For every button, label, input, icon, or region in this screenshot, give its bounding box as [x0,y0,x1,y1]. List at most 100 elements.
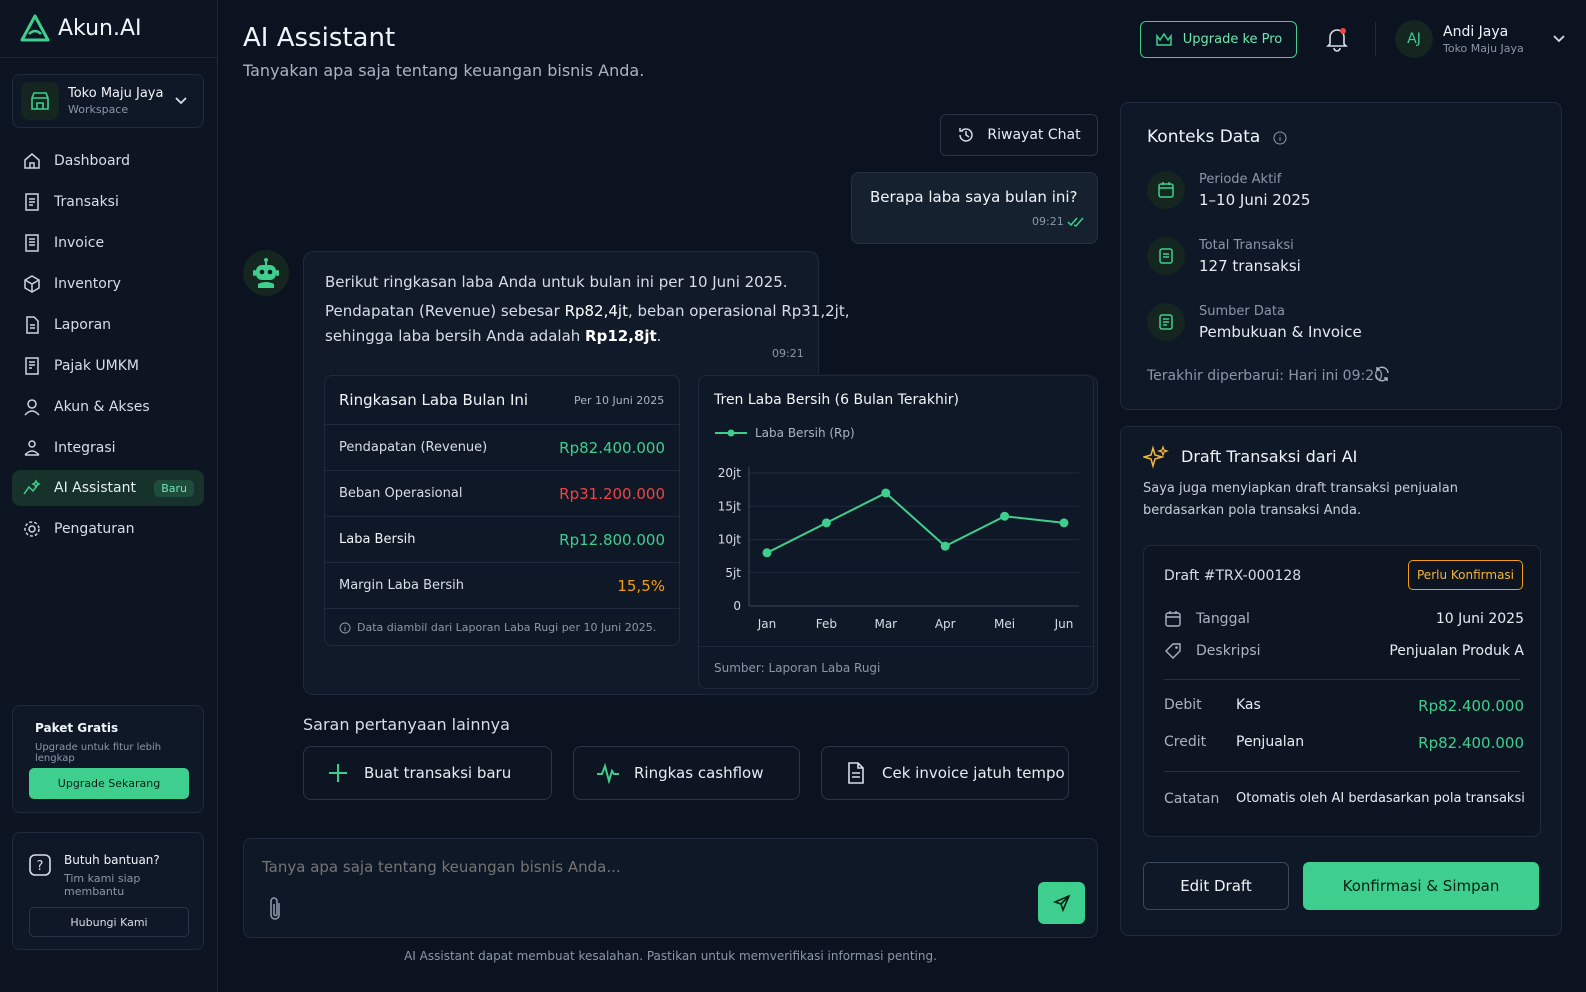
draft-desc-1: Saya juga menyiapkan draft transaksi pen… [1143,481,1458,496]
ai-message-time: 09:21 [772,347,804,360]
user-company: Toko Maju Jaya [1443,41,1524,55]
sidebar-item-invoice[interactable]: Invoice [12,225,204,261]
sidebar: Akun.AI Toko Maju Jaya Workspace Dashboa… [0,0,218,992]
chat-history-label: Riwayat Chat [987,127,1081,143]
info-icon[interactable] [1273,131,1287,145]
summary-note: Data diambil dari Laporan Laba Rugi per … [325,608,679,646]
divider [1164,771,1520,772]
debit-account: Kas [1236,697,1261,713]
sidebar-item-transaksi[interactable]: Transaksi [12,184,204,220]
summary-row-margin: Margin Laba Bersih 15,5% [325,562,679,608]
suggestion-due-invoice[interactable]: Cek invoice jatuh tempo [821,746,1069,800]
sidebar-item-laporan[interactable]: Laporan [12,307,204,343]
row-label: Margin Laba Bersih [339,578,464,593]
summary-row-expense: Beban Operasional Rp31.200.000 [325,470,679,516]
chevron-down-icon [1553,35,1565,43]
send-icon [1052,894,1071,912]
report-icon [26,316,39,334]
row-value: Rp31.200.000 [559,484,665,503]
divider [0,57,218,58]
x-tick-label: Jan [757,617,777,631]
sidebar-item-inventory[interactable]: Inventory [12,266,204,302]
receipt-icon [25,193,39,211]
data-point [1059,518,1069,528]
crown-icon [1155,32,1172,46]
receipt-icon [1147,237,1185,275]
data-point [762,548,772,558]
description-label: Deskripsi [1196,643,1261,659]
row-label: Laba Bersih [339,532,416,547]
x-tick-label: Mei [994,617,1015,631]
user-message-text: Berapa laba saya bulan ini? [870,188,1078,206]
sparkle-icon [1143,445,1169,469]
chat-input[interactable] [262,853,1012,881]
sidebar-item-label: Pajak UMKM [54,358,140,374]
x-tick-label: Apr [935,617,956,631]
suggestions-title: Saran pertanyaan lainnya [303,715,510,734]
y-tick-label: 15jt [718,499,742,513]
confirm-save-button[interactable]: Konfirmasi & Simpan [1303,862,1539,910]
suggestion-cashflow[interactable]: Ringkas cashflow [573,746,800,800]
workspace-switcher[interactable]: Toko Maju Jaya Workspace [12,74,204,128]
sidebar-item-dashboard[interactable]: Dashboard [12,143,204,179]
series-line [766,491,1065,554]
upgrade-pro-label: Upgrade ke Pro [1182,32,1283,47]
attachment-icon[interactable] [266,895,284,923]
context-period: Periode Aktif 1–10 Juni 2025 [1147,165,1310,215]
brand-logo[interactable]: Akun.AI [20,14,142,42]
sidebar-item-label: Dashboard [54,153,130,169]
user-menu[interactable]: AJ Andi Jaya Toko Maju Jaya [1395,18,1565,60]
new-badge: Baru [154,479,194,497]
invoice-icon [25,234,39,252]
svg-text:?: ? [37,859,44,874]
sidebar-item-pajak-umkm[interactable]: Pajak UMKM [12,348,204,384]
logo-icon [20,14,50,42]
sidebar-item-ai-assistant[interactable]: AI Assistant Baru [12,470,204,506]
bell-icon [1326,28,1348,52]
data-point [1000,511,1010,521]
sidebar-item-akun-akses[interactable]: Akun & Akses [12,389,204,425]
chat-history-button[interactable]: Riwayat Chat [940,114,1098,156]
draft-desc-2: berdasarkan pola transaksi Anda. [1143,503,1362,518]
y-tick-label: 10jt [718,533,742,547]
send-button[interactable] [1038,882,1085,924]
sidebar-item-integrasi[interactable]: Integrasi [12,430,204,466]
upgrade-now-button[interactable]: Upgrade Sekarang [29,768,189,799]
contact-us-button[interactable]: Hubungi Kami [29,907,189,937]
double-check-icon [1067,217,1084,227]
workspace-name: Toko Maju Jaya [68,86,164,101]
summary-note-text: Data diambil dari Laporan Laba Rugi per … [357,621,657,634]
help-subtitle: Tim kami siap membantu [64,872,141,898]
upgrade-pro-button[interactable]: Upgrade ke Pro [1140,21,1297,58]
brand-name: Akun.AI [58,15,142,41]
context-value: 1–10 Juni 2025 [1199,190,1311,209]
suggestion-new-transaction[interactable]: Buat transaksi baru [303,746,552,800]
x-tick-label: Mar [874,617,897,631]
page-subtitle: Tanyakan apa saja tentang keuangan bisni… [243,61,645,80]
sidebar-item-label: Transaksi [54,194,119,210]
summary-row-revenue: Pendapatan (Revenue) Rp82.400.000 [325,424,679,470]
ai-message-line-1: Berikut ringkasan laba Anda untuk bulan … [325,273,788,291]
debit-amount: Rp82.400.000 [1418,697,1524,715]
help-icon: ? [29,854,51,876]
notification-button[interactable] [1325,26,1349,52]
edit-draft-button[interactable]: Edit Draft [1143,862,1289,910]
trend-chart-card: Tren Laba Bersih (6 Bulan Terakhir) Laba… [698,375,1094,689]
note-label: Catatan [1164,791,1220,807]
note-value: Otomatis oleh AI berdasarkan pola transa… [1236,791,1525,806]
document-icon [848,762,864,784]
page-title: AI Assistant [243,23,396,53]
ai-draft-panel: Draft Transaksi dari AI Saya juga menyia… [1120,426,1562,936]
help-card: ? Butuh bantuan? Tim kami siap membantu … [12,832,204,950]
credit-label: Credit [1164,734,1207,750]
sidebar-item-label: Akun & Akses [54,399,150,415]
calendar-icon [1165,611,1181,627]
date-value: 10 Juni 2025 [1435,611,1524,627]
legend-marker [727,429,735,437]
profit-highlight: Rp12,8jt [585,327,657,345]
context-transactions: Total Transaksi 127 transaksi [1147,231,1301,281]
context-label: Sumber Data [1199,303,1285,319]
refresh-icon[interactable] [1373,365,1391,383]
calendar-icon [1147,171,1185,209]
sidebar-item-pengaturan[interactable]: Pengaturan [12,511,204,547]
